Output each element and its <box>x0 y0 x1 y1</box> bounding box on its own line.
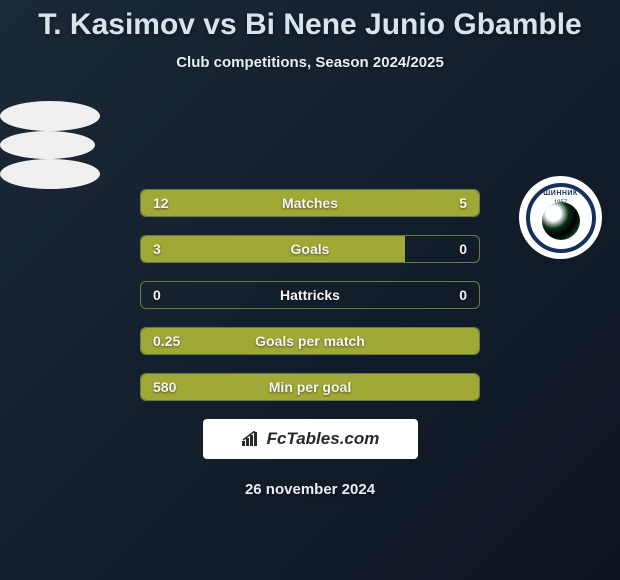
brand-text: FcTables.com <box>267 429 380 449</box>
bar-row: 0.25 Goals per match <box>140 327 480 355</box>
brand-logo[interactable]: FcTables.com <box>203 419 418 459</box>
bar-label: Min per goal <box>141 379 479 395</box>
bar-value-right: 5 <box>459 195 467 211</box>
page-subtitle: Club competitions, Season 2024/2025 <box>0 54 620 71</box>
bar-label: Matches <box>141 195 479 211</box>
bar-value-right: 0 <box>459 287 467 303</box>
bar-label: Goals <box>141 241 479 257</box>
player-left-avatar <box>0 101 100 131</box>
chart-icon <box>241 431 261 447</box>
comparison-content: ШИННИК 1957 12 Matches 5 3 Goals 0 0 Hat… <box>0 101 620 498</box>
club-right-badge: ШИННИК 1957 <box>519 176 602 259</box>
club-badge-inner: ШИННИК 1957 <box>526 183 596 253</box>
header: T. Kasimov vs Bi Nene Junio Gbamble Club… <box>0 0 620 71</box>
bar-row: 0 Hattricks 0 <box>140 281 480 309</box>
bar-label: Hattricks <box>141 287 479 303</box>
club-left-avatar <box>0 131 95 159</box>
comparison-bars: 12 Matches 5 3 Goals 0 0 Hattricks 0 0.2… <box>140 189 480 401</box>
club-badge-name: ШИННИК <box>543 190 577 197</box>
bar-row: 580 Min per goal <box>140 373 480 401</box>
bar-value-right: 0 <box>459 241 467 257</box>
footer-date: 26 november 2024 <box>0 481 620 498</box>
player-right-avatar <box>0 159 100 189</box>
bar-label: Goals per match <box>141 333 479 349</box>
bar-row: 12 Matches 5 <box>140 189 480 217</box>
soccer-ball-icon <box>542 202 580 240</box>
bar-row: 3 Goals 0 <box>140 235 480 263</box>
page-title: T. Kasimov vs Bi Nene Junio Gbamble <box>0 8 620 42</box>
